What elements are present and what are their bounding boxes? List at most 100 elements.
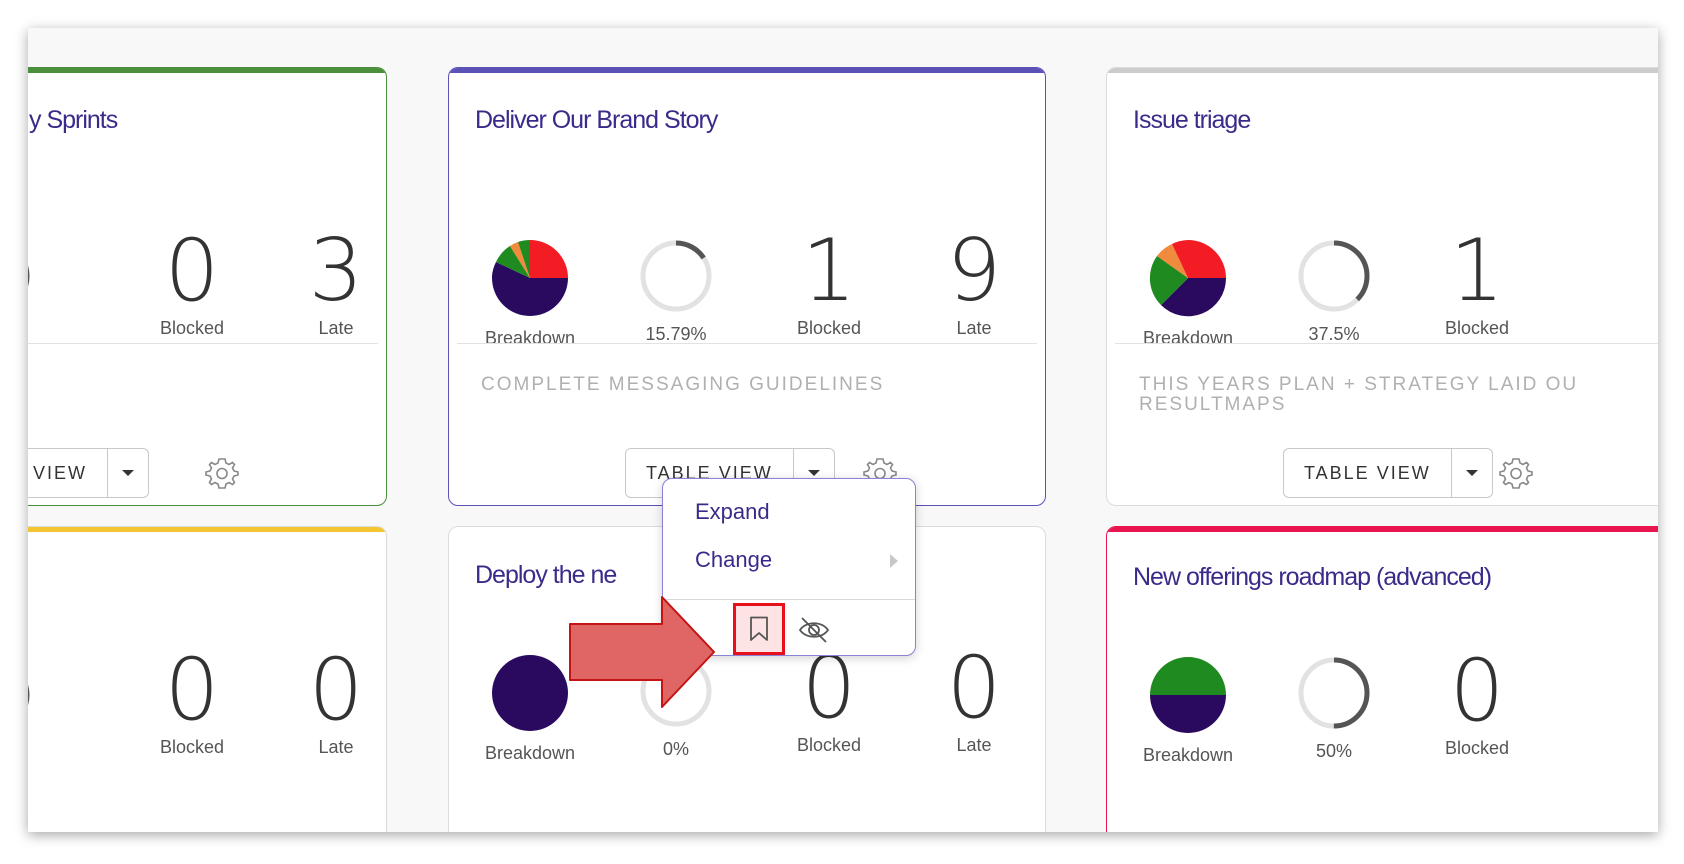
blocked-label: Blocked [159,737,225,757]
card-divider [457,343,1037,344]
breakdown-pie [492,240,568,316]
progress-percent: 50% [1315,741,1353,761]
blocked-count: 0 [801,638,857,738]
progress-percent: 3% [28,324,49,345]
bookmark-button[interactable] [733,603,785,655]
progress-percent: % [28,743,49,764]
blocked-count: 0 [164,640,220,740]
table-view-button[interactable]: TABLE VIEW [626,449,794,497]
progress-metric: 37.5% [1279,238,1389,345]
blocked-count: 1 [801,221,857,321]
progress-metric: 15.79% [621,238,731,345]
blocked-label: Blocked [796,318,862,338]
dashboard-canvas: y Sprints 3% 0 Blocked 3 Late LE VIEW [28,28,1658,832]
progress-percent: 15.79% [645,324,707,344]
blocked-label: Blocked [1444,318,1510,338]
bookmark-icon [750,616,768,641]
breakdown-metric[interactable]: Breakdown [1133,655,1243,766]
card-divider [1115,343,1658,344]
card-subtext-line2: RESULTMAPS [1139,394,1287,415]
progress-metric: 50% [1279,655,1389,762]
breakdown-pie [1149,240,1227,317]
blocked-stat: 0 Blocked [774,645,884,756]
card-brand-story[interactable]: Deliver Our Brand Story Breakdown 15.79%… [448,67,1046,506]
progress-percent: 0% [662,739,689,759]
caret-down-icon [122,470,135,476]
blocked-stat: 0 Blocked [1422,648,1532,759]
table-view-button[interactable]: TABLE VIEW [1284,449,1452,497]
breakdown-metric[interactable]: Breakdown [475,238,585,349]
blocked-count: 1 [1449,221,1505,321]
gear-icon[interactable] [205,456,239,490]
card-title[interactable]: Deliver Our Brand Story [475,106,718,134]
card-accent-bar [1107,527,1658,532]
breakdown-label: Breakdown [1142,745,1234,765]
progress-ring [640,240,712,312]
blocked-count: 0 [164,221,220,321]
blocked-stat: 0 Blocked [137,647,247,758]
caret-down-icon [1465,470,1478,476]
card-context-menu: Expand Change [662,478,916,656]
blocked-label: Blocked [796,735,862,755]
annotation-arrow [569,596,715,708]
eye-slash-icon[interactable] [798,616,830,644]
progress-metric: 3% [28,238,49,345]
breakdown-label: Breakdown [484,743,576,763]
view-split-button[interactable]: TABLE VIEW [1283,448,1493,498]
breakdown-label: Breakdown [484,328,576,348]
view-dropdown-toggle[interactable] [1452,449,1492,497]
card-accent-bar [1107,68,1658,73]
progress-ring [28,240,30,312]
caret-down-icon [807,470,820,476]
breakdown-pie [1150,657,1226,733]
late-label: Late [318,318,354,338]
late-count: 3 [308,221,364,321]
blocked-stat: 1 Blocked [774,228,884,339]
late-stat: 0 Late [281,640,386,758]
card-subtext-line1: THIS YEARS PLAN + STRATEGY LAID OU [1139,374,1579,395]
menu-separator [663,599,915,600]
late-count: 0 [946,638,1002,738]
late-stat: 9 Late [919,228,1029,339]
menu-item-expand[interactable]: Expand [695,499,770,524]
breakdown-pie [492,655,568,731]
late-label: Late [956,735,992,755]
breakdown-metric[interactable]: Breakdown [1133,238,1243,349]
view-dropdown-toggle[interactable] [794,449,834,497]
view-dropdown-toggle[interactable] [108,449,148,497]
progress-percent: 37.5% [1308,324,1360,344]
chevron-right-icon [890,554,898,568]
view-split-button[interactable]: LE VIEW [28,448,150,498]
progress-ring [1298,240,1370,312]
card-title[interactable]: New offerings roadmap (advanced) [1133,563,1492,591]
late-stat: 0 Late [919,645,1029,756]
card-title[interactable]: Deploy the ne [475,561,617,589]
blocked-count: 0 [1449,641,1505,741]
card-divider [28,343,378,344]
card-accent-bar [28,68,386,73]
card-title[interactable]: y Sprints [29,106,118,134]
progress-ring [1298,657,1370,729]
card-title[interactable]: Issue triage [1133,106,1251,134]
progress-metric: % [28,657,49,764]
late-count: 9 [946,221,1002,321]
blocked-stat: 1 Blocked [1422,228,1532,339]
progress-ring [28,659,30,731]
late-label: Late [318,737,354,757]
menu-item-change[interactable]: Change [695,547,773,572]
gear-icon[interactable] [1499,456,1533,490]
card-issue-triage[interactable]: Issue triage Breakdown 37.5% 1 Blocked T… [1106,67,1658,506]
blocked-label: Blocked [159,318,225,338]
breakdown-label: Breakdown [1142,328,1234,348]
card-sprints[interactable]: y Sprints 3% 0 Blocked 3 Late LE VIEW [28,67,387,506]
breakdown-metric[interactable]: Breakdown [475,653,585,764]
card-accent-bar [449,68,1045,73]
blocked-label: Blocked [1444,738,1510,758]
card-yellow[interactable]: % 0 Blocked 0 Late [28,526,387,832]
late-count: 0 [308,640,364,740]
view-button[interactable]: LE VIEW [28,449,109,497]
blocked-stat: 0 Blocked [137,228,247,339]
card-offerings[interactable]: New offerings roadmap (advanced) Breakdo… [1106,526,1658,832]
late-stat: 3 Late [281,221,386,339]
card-accent-bar [28,527,386,532]
